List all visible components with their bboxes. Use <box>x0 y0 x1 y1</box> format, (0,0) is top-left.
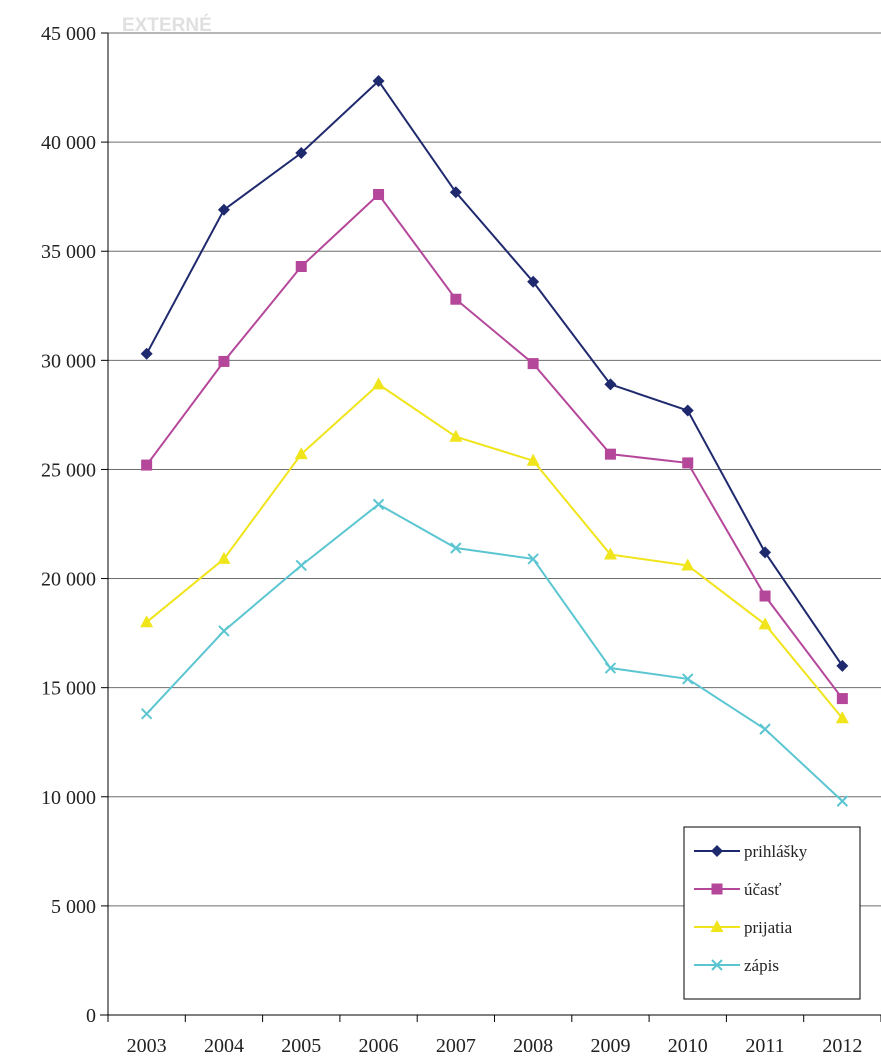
y-tick-label: 5 000 <box>51 896 96 918</box>
legend-label: prijatia <box>744 918 793 937</box>
data-point <box>372 75 385 88</box>
y-tick-labels: 0 5 000 10 000 15 000 20 000 25 000 30 000 35 0… <box>41 23 108 1027</box>
legend-marker <box>711 959 723 971</box>
legend-item: zápis <box>694 956 779 975</box>
y-tick-label: 10 000 <box>41 787 96 809</box>
y-tick-label: 25 000 <box>41 459 96 481</box>
data-point <box>295 559 307 572</box>
series-line <box>145 79 844 667</box>
y-tick-label: 45 000 <box>41 23 96 45</box>
data-point <box>372 377 386 390</box>
y-tick-label: 40 000 <box>41 132 96 154</box>
gridlines <box>108 32 881 907</box>
data-point <box>682 457 694 469</box>
data-point <box>294 447 308 460</box>
data-point <box>450 293 462 305</box>
x-tick-label: 2007 <box>436 1035 476 1057</box>
x-tick-label: 2011 <box>745 1035 784 1057</box>
data-point <box>295 260 307 272</box>
x-tick-label: 2004 <box>204 1035 244 1057</box>
x-tick-label: 2005 <box>281 1035 321 1057</box>
x-tick-label: 2012 <box>822 1035 862 1057</box>
data-point <box>527 275 540 288</box>
data-point <box>372 498 385 511</box>
legend-item: účasť <box>694 880 781 899</box>
series-3 <box>140 377 849 724</box>
data-point <box>140 615 154 628</box>
data-point <box>140 708 153 720</box>
data-point <box>527 358 539 370</box>
data-point <box>295 147 308 160</box>
data-point <box>681 558 695 571</box>
data-point <box>217 551 231 564</box>
series-1 <box>140 75 849 672</box>
data-point <box>218 625 230 637</box>
data-point <box>836 659 849 672</box>
data-point <box>759 723 771 735</box>
data-point <box>759 546 772 559</box>
data-point <box>603 547 617 560</box>
data-point <box>604 378 617 391</box>
data-point <box>140 347 153 360</box>
series-line <box>145 503 844 802</box>
data-point <box>373 188 385 200</box>
x-tick-label: 2010 <box>668 1035 708 1057</box>
x-tick-label: 2008 <box>513 1035 553 1057</box>
y-tick-label: 35 000 <box>41 241 96 263</box>
legend-item: prijatia <box>694 918 793 937</box>
series-2 <box>141 188 848 705</box>
x-tick-label: 2003 <box>127 1035 167 1057</box>
y-tick-label: 15 000 <box>41 678 96 700</box>
series-layer <box>140 75 849 807</box>
data-point <box>604 662 617 674</box>
series-line <box>145 192 844 700</box>
data-point <box>450 542 462 554</box>
x-tick-labels: 2003 2004 2005 2006 2007 2008 2009 2010 2011 2012 <box>107 1015 881 1057</box>
data-point <box>526 453 540 466</box>
series-4 <box>140 498 849 807</box>
series-line <box>146 383 844 719</box>
data-point <box>449 429 463 442</box>
legend-label: zápis <box>744 956 779 975</box>
legend-marker <box>711 845 723 857</box>
data-point <box>604 448 616 460</box>
legend-marker <box>710 920 724 932</box>
data-point <box>681 404 694 417</box>
chart-title: EXTERNÉ <box>122 14 212 36</box>
legend-label: účasť <box>744 880 781 899</box>
y-tick-label: 20 000 <box>41 569 96 591</box>
x-tick-label: 2006 <box>359 1035 399 1057</box>
data-point <box>835 711 849 724</box>
data-point <box>449 186 462 199</box>
legend-box <box>683 826 861 1000</box>
y-tick-label: 30 000 <box>41 350 96 372</box>
data-point <box>527 553 539 565</box>
legend-label: prihlášky <box>744 842 808 861</box>
data-point <box>836 795 849 807</box>
data-point <box>141 459 153 471</box>
y-tick-label: 0 <box>86 1005 96 1027</box>
data-point <box>217 203 230 216</box>
legend-item: prihlášky <box>694 842 808 861</box>
data-point <box>758 617 772 630</box>
data-point <box>682 673 694 685</box>
data-point <box>836 693 848 705</box>
legend-marker <box>711 883 723 895</box>
data-point <box>759 590 771 602</box>
legend: prihlášky účasť prijatia zápis <box>683 826 861 1000</box>
data-point <box>218 355 230 367</box>
x-tick-label: 2009 <box>590 1035 630 1057</box>
